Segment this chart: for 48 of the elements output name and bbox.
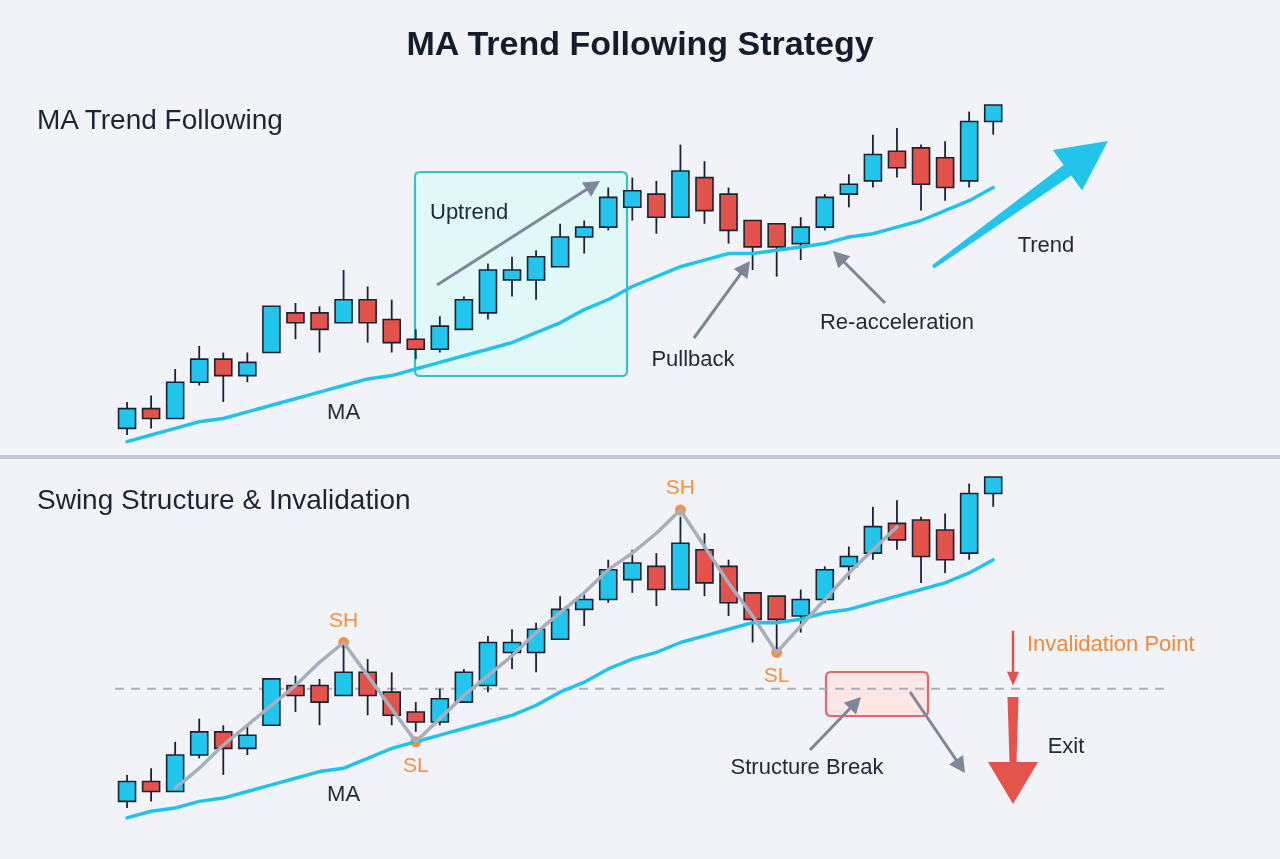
candlestick <box>887 127 907 179</box>
annotation: Uptrend <box>430 199 509 224</box>
candlestick <box>238 724 257 756</box>
chart-title: MA Trend Following Strategy <box>406 24 874 62</box>
series-label: SL <box>402 752 429 776</box>
text: SL <box>763 663 790 687</box>
text: Exit <box>1047 733 1085 758</box>
series-label: MA <box>327 398 361 424</box>
candlestick <box>117 401 137 436</box>
candlestick <box>623 176 642 222</box>
candlestick <box>647 180 666 235</box>
candlestick <box>430 315 450 354</box>
candlestick <box>574 219 594 255</box>
candlestick <box>406 701 426 733</box>
candlestick <box>141 767 161 803</box>
candlestick <box>502 255 522 298</box>
annotation: Structure Break <box>730 754 885 779</box>
candlestick <box>791 216 811 261</box>
candlestick <box>213 351 233 403</box>
chart-subtitle: MA Trend Following <box>37 104 283 135</box>
chart-title: Swing Structure & Invalidation <box>37 484 411 515</box>
candlestick <box>983 476 1003 508</box>
candlestick <box>189 717 209 760</box>
candlestick <box>767 222 786 278</box>
candlestick <box>406 328 426 360</box>
series-label: MA <box>327 781 361 807</box>
candlestick <box>647 552 666 607</box>
candlestick <box>286 302 305 341</box>
annotation: Pullback <box>651 346 736 371</box>
ref-line-label: Invalidation Point <box>1027 630 1195 656</box>
series-label: SH <box>665 475 696 499</box>
candlestick <box>117 774 137 809</box>
candlestick <box>983 104 1003 136</box>
candlestick <box>526 249 546 301</box>
candlestick <box>238 351 257 384</box>
candlestick <box>623 548 642 594</box>
candlestick <box>791 588 811 634</box>
candlestick <box>334 269 353 324</box>
candlestick <box>310 305 329 354</box>
candlestick <box>189 345 209 387</box>
candlestick <box>310 678 329 727</box>
candlestick <box>382 298 402 354</box>
candlestick <box>358 285 377 344</box>
text: SH <box>328 607 359 631</box>
annotation: Re-acceleration <box>819 309 975 334</box>
candlestick <box>839 173 859 209</box>
candlestick <box>141 394 161 430</box>
text: Trend <box>1017 232 1075 257</box>
